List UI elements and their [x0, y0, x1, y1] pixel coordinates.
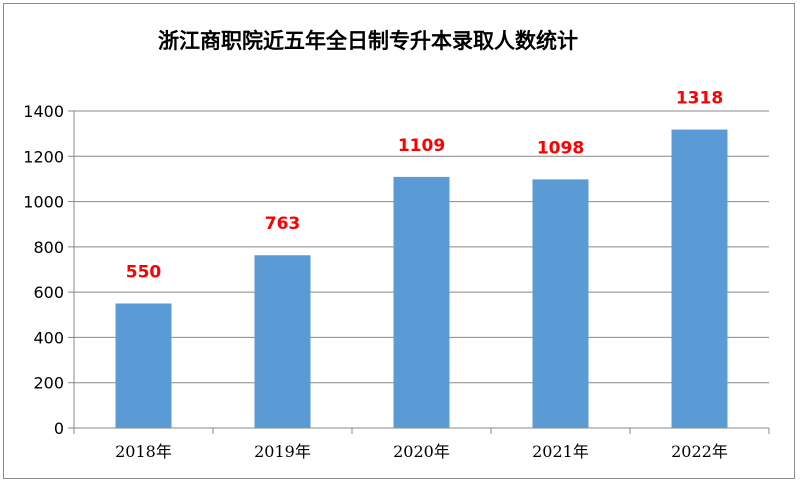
- bar-2018年: [115, 303, 172, 428]
- y-tick-label: 800: [33, 238, 64, 257]
- x-axis-categories: 2018年 2019年 2020年 2021年 2022年: [115, 442, 728, 461]
- y-tick-label: 600: [33, 283, 64, 302]
- data-label: 1098: [537, 138, 584, 158]
- x-category-label: 2022年: [671, 442, 728, 461]
- y-tick-label: 400: [33, 328, 64, 347]
- y-tick-label: 1000: [23, 193, 64, 212]
- chart-title: 浙江商职院近五年全日制专升本录取人数统计: [158, 29, 578, 53]
- bar-2021年: [532, 179, 589, 428]
- y-tick-label: 0: [54, 419, 64, 438]
- bars: [115, 129, 728, 428]
- data-label: 550: [126, 262, 162, 282]
- data-label: 1109: [398, 136, 445, 156]
- bar-2019年: [254, 255, 311, 428]
- x-category-label: 2020年: [393, 442, 450, 461]
- x-category-label: 2019年: [254, 442, 311, 461]
- y-tick-label: 200: [33, 374, 64, 393]
- data-labels: 550 763 1109 1098 1318: [126, 89, 723, 283]
- y-axis-ticks: 0 200 400 600 800 1000 1200 1400: [23, 102, 64, 438]
- bar-2020年: [393, 176, 450, 428]
- x-category-label: 2018年: [115, 442, 172, 461]
- bar-2022年: [671, 129, 728, 428]
- y-tick-label: 1200: [23, 147, 64, 166]
- data-label: 1318: [676, 89, 723, 109]
- x-category-label: 2021年: [532, 442, 589, 461]
- data-label: 763: [265, 214, 301, 234]
- y-tick-label: 1400: [23, 102, 64, 121]
